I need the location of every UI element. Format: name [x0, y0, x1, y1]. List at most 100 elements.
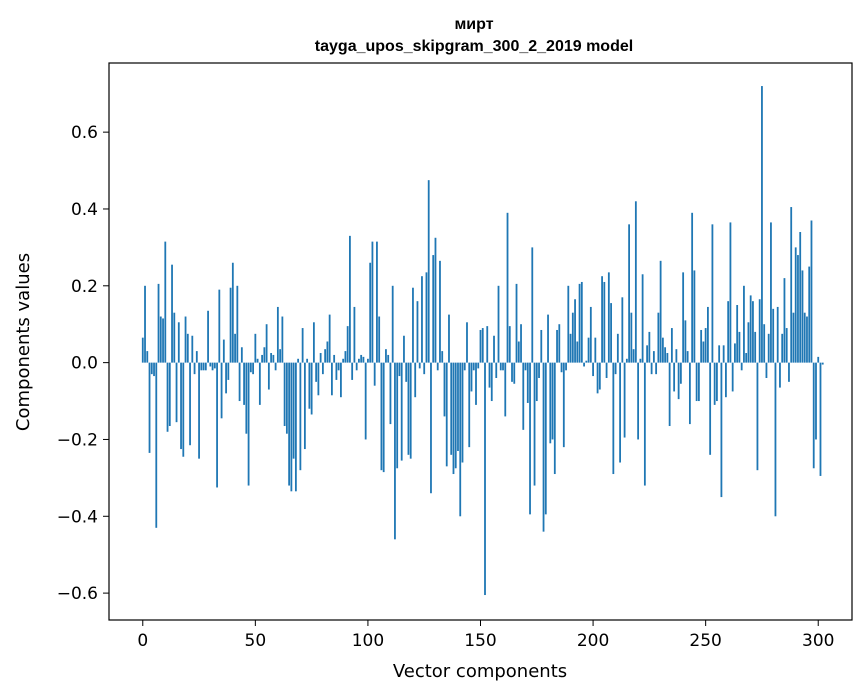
- bar-99: [364, 362, 367, 440]
- bar-198: [587, 337, 590, 363]
- bar-21: [189, 362, 191, 446]
- bar-10: [164, 241, 167, 363]
- bar-130: [434, 237, 437, 363]
- bar-116: [403, 335, 405, 363]
- bar-176: [538, 362, 540, 378]
- bar-237: [675, 349, 678, 363]
- bar-249: [702, 341, 705, 363]
- bar-264: [736, 305, 739, 363]
- bar-250: [704, 328, 707, 363]
- bar-174: [533, 362, 536, 486]
- bar-274: [758, 299, 761, 363]
- bar-213: [621, 297, 624, 363]
- bar-15: [175, 362, 178, 423]
- bar-234: [668, 362, 671, 427]
- bar-153: [486, 326, 489, 363]
- bar-281: [774, 362, 777, 517]
- y-tick-label: 0.2: [71, 277, 98, 297]
- y-tick-label: −0.2: [57, 430, 98, 450]
- bar-260: [727, 301, 730, 363]
- bar-244: [691, 212, 694, 363]
- bar-50: [254, 333, 257, 363]
- bar-103: [373, 362, 376, 386]
- bar-97: [360, 354, 363, 363]
- bar-175: [535, 362, 538, 402]
- x-tick-label: 100: [352, 631, 384, 651]
- bar-3: [148, 362, 151, 453]
- bar-142: [461, 362, 464, 463]
- bar-16: [177, 322, 180, 363]
- bar-239: [679, 362, 682, 384]
- bar-204: [601, 276, 603, 363]
- bar-26: [200, 362, 203, 371]
- bar-283: [779, 362, 781, 388]
- bar-24: [195, 351, 198, 363]
- bar-152: [484, 362, 486, 596]
- bar-225: [648, 331, 651, 363]
- bar-128: [430, 362, 432, 494]
- bar-195: [580, 281, 583, 363]
- x-tick-label: 150: [464, 631, 496, 651]
- bar-7: [157, 283, 160, 363]
- bar-85: [333, 354, 336, 363]
- bar-277: [765, 362, 768, 378]
- bar-132: [439, 260, 441, 363]
- bar-229: [657, 312, 660, 363]
- y-tick-label: −0.6: [57, 584, 98, 604]
- bar-196: [583, 362, 585, 367]
- bar-29: [207, 310, 209, 363]
- bar-94: [353, 306, 356, 363]
- bar-98: [362, 356, 365, 363]
- bar-124: [421, 276, 423, 363]
- x-tick-label: 50: [245, 631, 267, 651]
- bar-209: [612, 362, 615, 475]
- bar-136: [448, 314, 450, 363]
- bar-37: [225, 362, 227, 394]
- bar-235: [670, 328, 673, 363]
- bar-4: [150, 362, 153, 375]
- bar-110: [389, 362, 392, 425]
- bar-184: [556, 329, 558, 363]
- bar-295: [806, 316, 808, 363]
- bar-203: [598, 362, 601, 390]
- bar-294: [803, 312, 806, 363]
- y-tick-label: 0.0: [71, 354, 98, 374]
- bar-219: [634, 201, 637, 363]
- bar-67: [292, 362, 295, 459]
- bar-262: [731, 362, 734, 392]
- bar-65: [288, 362, 291, 486]
- bar-252: [709, 362, 712, 455]
- bar-282: [776, 306, 779, 363]
- bar-34: [218, 289, 221, 363]
- bar-257: [720, 362, 723, 498]
- bar-216: [628, 224, 630, 363]
- bar-141: [459, 362, 462, 517]
- bar-163: [508, 326, 511, 363]
- bar-147: [472, 362, 475, 371]
- bar-279: [770, 222, 772, 363]
- bar-178: [542, 362, 545, 532]
- bar-79: [319, 353, 322, 363]
- bar-298: [812, 362, 815, 469]
- bar-32: [213, 362, 216, 369]
- bar-121: [414, 362, 417, 398]
- bar-19: [184, 316, 187, 363]
- y-tick-label: −0.4: [57, 507, 98, 527]
- bar-92: [349, 235, 351, 363]
- bar-53: [261, 354, 263, 363]
- bar-302: [821, 362, 824, 365]
- y-tick-label: 0.6: [71, 123, 98, 143]
- bar-56: [267, 362, 270, 390]
- bar-246: [695, 362, 698, 402]
- bar-23: [193, 362, 196, 375]
- bar-6: [155, 362, 158, 528]
- bar-165: [513, 362, 516, 384]
- bar-5: [153, 362, 155, 377]
- bar-22: [191, 335, 194, 363]
- bar-179: [544, 362, 547, 515]
- bar-270: [749, 295, 752, 363]
- bar-90: [344, 351, 347, 363]
- bar-190: [569, 333, 572, 363]
- bar-52: [258, 362, 261, 405]
